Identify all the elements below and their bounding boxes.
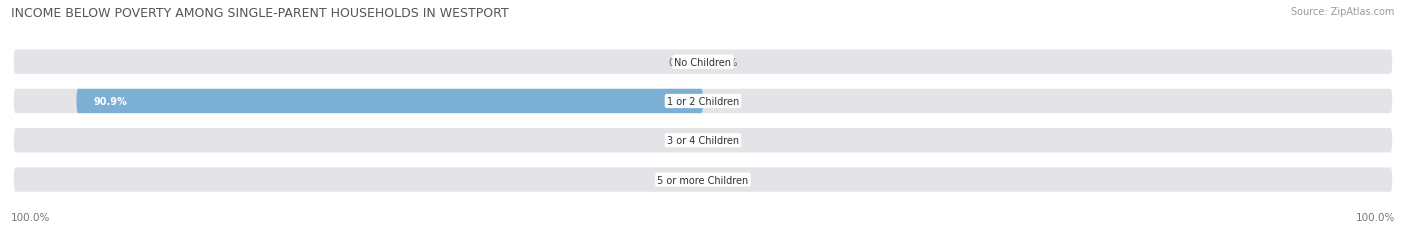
FancyBboxPatch shape bbox=[76, 89, 703, 114]
Text: 0.0%: 0.0% bbox=[713, 58, 738, 67]
Text: INCOME BELOW POVERTY AMONG SINGLE-PARENT HOUSEHOLDS IN WESTPORT: INCOME BELOW POVERTY AMONG SINGLE-PARENT… bbox=[11, 7, 509, 20]
FancyBboxPatch shape bbox=[14, 50, 1392, 75]
Text: 0.0%: 0.0% bbox=[668, 175, 693, 185]
Text: 90.9%: 90.9% bbox=[94, 97, 128, 106]
Text: No Children: No Children bbox=[675, 58, 731, 67]
Text: 5 or more Children: 5 or more Children bbox=[658, 175, 748, 185]
Text: 0.0%: 0.0% bbox=[668, 136, 693, 146]
Text: 100.0%: 100.0% bbox=[1355, 212, 1395, 222]
Text: 0.0%: 0.0% bbox=[668, 58, 693, 67]
Text: 0.0%: 0.0% bbox=[713, 136, 738, 146]
FancyBboxPatch shape bbox=[14, 168, 1392, 192]
FancyBboxPatch shape bbox=[14, 128, 1392, 153]
Text: 100.0%: 100.0% bbox=[11, 212, 51, 222]
Text: 0.0%: 0.0% bbox=[713, 175, 738, 185]
Text: 3 or 4 Children: 3 or 4 Children bbox=[666, 136, 740, 146]
FancyBboxPatch shape bbox=[14, 89, 1392, 114]
Text: 1 or 2 Children: 1 or 2 Children bbox=[666, 97, 740, 106]
Text: Source: ZipAtlas.com: Source: ZipAtlas.com bbox=[1291, 7, 1395, 17]
Text: 0.0%: 0.0% bbox=[713, 97, 738, 106]
